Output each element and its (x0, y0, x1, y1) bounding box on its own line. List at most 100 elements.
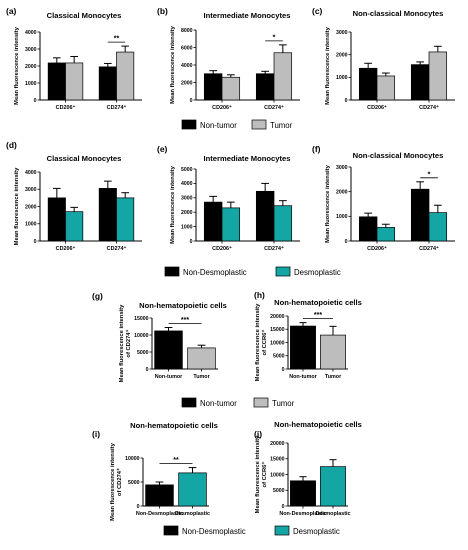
y-axis-label: of CD274⁺ (125, 329, 132, 357)
chart-panel-9: (i) Non-hematopoietic cells Mean fluoresce… (92, 421, 218, 521)
legend-2: Non-Desmoplastic Desmoplastic (164, 266, 341, 277)
y-tick-label: 5000 (273, 354, 285, 360)
chart-title: Non-hematopoietic cells (274, 298, 362, 307)
y-tick-label: 1000 (25, 222, 37, 228)
y-tick-label: 20000 (270, 314, 285, 320)
y-tick-label: 3000 (336, 30, 348, 36)
x-tick-label: Desmoplastic (175, 511, 210, 517)
y-tick-label: 0 (34, 98, 37, 104)
chart-panel-8: (h) Non-hematopoietic cells Mean fluoresce… (254, 290, 362, 381)
bar (358, 216, 378, 242)
x-tick-label: Tumor (325, 374, 342, 380)
bar (376, 227, 396, 242)
bar (290, 325, 316, 370)
bar (376, 75, 396, 101)
legend-label: Non-tumor (200, 121, 237, 130)
bar (203, 201, 223, 242)
y-tick-label: 1000 (25, 81, 37, 87)
chart-title: Non-hematopoietic cells (130, 421, 218, 430)
bar (410, 64, 430, 101)
panel-label: (f) (312, 144, 321, 154)
legend-swatch (181, 397, 197, 408)
chart-title: Intermediate Monocytes (204, 11, 291, 20)
chart-panel-3: (c) Non-classical Monocytes Mean fluoresce… (312, 6, 455, 111)
bar (98, 188, 117, 242)
y-tick-label: 4000 (181, 181, 193, 187)
chart-panel-6: (f) Non-classical Monocytes Mean fluoresce… (312, 144, 455, 252)
y-axis-label: Mean fluorescence intensity (14, 167, 20, 245)
y-axis-label: Mean fluorescence intensity (255, 303, 261, 381)
legend-label: Tumor (270, 121, 293, 130)
y-tick-label: 10000 (270, 472, 285, 478)
legend-4: Non-Desmoplastic Desmoplastic (163, 525, 340, 536)
bar (65, 211, 84, 242)
panel-label: (b) (157, 6, 168, 16)
bar (320, 334, 346, 370)
x-tick-label: Non-tumor (155, 374, 183, 380)
y-tick-label: 1000 (181, 224, 193, 230)
chart-title: Non-classical Monocytes (353, 151, 444, 160)
y-tick-label: 1000 (336, 75, 348, 81)
x-tick-label: CD274⁺ (264, 246, 284, 252)
y-tick-label: 3000 (336, 165, 348, 171)
y-tick-label: 3000 (25, 187, 37, 193)
y-tick-label: 4000 (25, 30, 37, 36)
significance-label: *** (181, 317, 189, 324)
panel-label: (j) (254, 429, 262, 439)
y-tick-label: 0 (137, 504, 140, 510)
bar (273, 205, 293, 242)
chart-panel-10: (j) Non-hematopoietic cells Mean fluoresce… (254, 420, 362, 517)
significance-label: ** (114, 36, 120, 43)
bar (203, 73, 223, 101)
y-tick-label: 2000 (25, 64, 37, 70)
legend-swatch (164, 266, 180, 277)
y-tick-label: 2000 (181, 80, 193, 86)
significance-label: ** (173, 457, 179, 464)
x-tick-label: CD274⁺ (107, 105, 127, 111)
legend-label: Tumor (272, 399, 295, 408)
chart-title: Intermediate Monocytes (204, 154, 291, 163)
legend-swatch (274, 525, 290, 536)
bar (428, 51, 448, 101)
bar (221, 207, 241, 242)
legend-label: Desmoplastic (293, 527, 340, 536)
chart-panel-4: (d) Classical Monocytes Mean fluorescence … (6, 140, 142, 252)
legend-swatch (181, 119, 197, 130)
bar (320, 466, 346, 507)
y-tick-label: 0 (282, 504, 285, 510)
y-tick-label: 3000 (25, 47, 37, 53)
significance-label: * (428, 171, 431, 178)
panel-label: (a) (6, 6, 17, 16)
x-tick-label: CD206⁺ (56, 105, 76, 111)
legend-label: Non-Desmoplastic (183, 268, 247, 277)
y-tick-label: 4000 (25, 170, 37, 176)
panel-label: (i) (92, 429, 100, 439)
y-tick-label: 0 (282, 367, 285, 373)
bar (154, 330, 183, 370)
y-tick-label: 5000 (181, 167, 193, 173)
x-tick-label: CD274⁺ (264, 105, 284, 111)
chart-panel-1: (a) Classical Monocytes Mean fluorescence … (6, 6, 142, 111)
legend-label: Desmoplastic (294, 268, 341, 277)
panel-label: (g) (92, 291, 103, 301)
y-axis-label: Mean fluorescence intensity (255, 435, 261, 513)
panel-label: (d) (6, 140, 17, 150)
bar (273, 52, 293, 101)
bar (221, 76, 241, 101)
legend-label: Non-tumor (200, 399, 237, 408)
y-tick-label: 3000 (181, 196, 193, 202)
y-axis-label: Mean fluorescence intensity (170, 25, 176, 103)
y-tick-label: 4000 (181, 63, 193, 69)
y-axis-label: of CCR6⁺ (261, 330, 268, 356)
bar (358, 67, 378, 101)
legend-swatch (251, 119, 267, 130)
chart-panel-7: (g) Non-hematopoietic cells Mean fluoresce… (92, 291, 227, 382)
y-tick-label: 5000 (273, 488, 285, 494)
y-tick-label: 2000 (336, 52, 348, 58)
y-tick-label: 8000 (181, 28, 193, 34)
bar (116, 51, 135, 101)
bar (255, 190, 275, 242)
x-tick-label: CD274⁺ (419, 246, 439, 252)
bar (178, 472, 207, 507)
chart-panel-2: (b) Intermediate Monocytes Mean fluorescen… (157, 6, 300, 111)
